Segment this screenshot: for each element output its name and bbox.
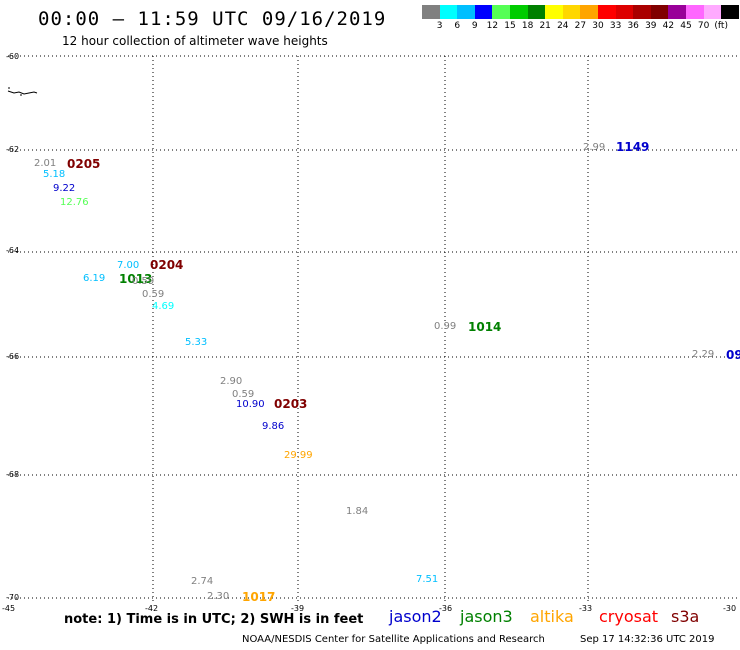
legend-swatch bbox=[562, 5, 581, 19]
legend-swatch bbox=[492, 5, 510, 19]
pass-time-label: 1014 bbox=[468, 320, 502, 334]
color-legend-labels: 3 6 9 12 15 18 21 24 27 30 33 36 39 42 45 70 (ft) bbox=[422, 21, 740, 33]
y-axis-label: -60 bbox=[6, 52, 20, 61]
legend-label: 70 bbox=[697, 21, 710, 31]
legend-label: (ft) bbox=[714, 21, 728, 31]
legend-label: 45 bbox=[680, 21, 692, 31]
wave-height-value: 2.74 bbox=[191, 576, 214, 587]
y-axis-label: -66 bbox=[6, 352, 20, 361]
wave-height-value: 6.19 bbox=[83, 273, 106, 284]
credit-text: NOAA/NESDIS Center for Satellite Applica… bbox=[242, 634, 545, 645]
x-axis-label: -39 bbox=[291, 604, 305, 613]
y-axis-label: -64 bbox=[6, 246, 20, 255]
wave-height-value: 5.18 bbox=[43, 169, 66, 180]
coastline-dots bbox=[8, 87, 22, 96]
wave-height-value: 2.30 bbox=[207, 591, 230, 602]
legend-label: 30 bbox=[592, 21, 604, 31]
satellite-legend-cryosat: cryosat bbox=[599, 607, 659, 626]
satellite-legend-jason2: jason2 bbox=[389, 607, 442, 626]
legend-swatch bbox=[474, 5, 493, 19]
legend-label: 42 bbox=[662, 21, 675, 31]
satellite-legend-s3a: s3a bbox=[671, 607, 700, 626]
y-axis-label: -68 bbox=[6, 470, 20, 479]
legend-swatch bbox=[597, 5, 616, 19]
pass-time-label: 0203 bbox=[274, 397, 308, 411]
wave-height-value: 9.86 bbox=[262, 421, 285, 432]
wave-height-value: 1.84 bbox=[346, 506, 369, 517]
legend-swatch bbox=[615, 5, 634, 19]
legend-swatch bbox=[703, 5, 722, 19]
wave-height-value: 2.29 bbox=[692, 349, 715, 360]
satellite-legend-jason3: jason3 bbox=[460, 607, 513, 626]
legend-swatch bbox=[457, 5, 475, 19]
coastline-path bbox=[7, 90, 38, 95]
pass-time-label: 09 bbox=[726, 348, 740, 362]
x-axis-label: -45 bbox=[2, 604, 16, 613]
wave-height-value: 0.59 bbox=[142, 289, 165, 300]
y-axis-label: -62 bbox=[6, 145, 20, 154]
x-axis-label: -42 bbox=[145, 604, 159, 613]
wave-height-value: 10.90 bbox=[236, 399, 265, 410]
wave-height-value: 0.59 bbox=[132, 276, 155, 287]
wave-height-value: 7.00 bbox=[117, 260, 140, 271]
wave-height-value: 12.76 bbox=[60, 197, 89, 208]
legend-swatch bbox=[509, 5, 528, 19]
color-legend bbox=[422, 5, 739, 19]
wave-height-value: 2.99 bbox=[583, 142, 606, 153]
wave-height-value: 9.22 bbox=[53, 183, 76, 194]
wave-height-value: 0.59 bbox=[232, 389, 255, 400]
legend-swatch bbox=[545, 5, 563, 19]
pass-time-label: 1013 bbox=[119, 272, 153, 286]
map-title: 00:00 – 11:59 UTC 09/16/2019 bbox=[38, 8, 387, 30]
wave-height-value: 4.69 bbox=[152, 301, 175, 312]
y-axis-label: -70 bbox=[6, 593, 20, 602]
legend-label: 18 bbox=[521, 21, 534, 31]
legend-label: 21 bbox=[539, 21, 551, 31]
wave-height-value: 0.99 bbox=[434, 321, 457, 332]
legend-label: 24 bbox=[557, 21, 569, 31]
wave-height-value: 2.01 bbox=[34, 158, 57, 169]
legend-label: 15 bbox=[504, 21, 516, 31]
units-note: note: 1) Time is in UTC; 2) SWH is in fe… bbox=[64, 612, 364, 627]
wave-height-value: 2.90 bbox=[220, 376, 243, 387]
legend-swatch bbox=[721, 5, 739, 19]
legend-swatch bbox=[439, 5, 458, 19]
wave-height-value: 5.33 bbox=[185, 337, 208, 348]
grid-lines bbox=[8, 55, 740, 604]
legend-swatch bbox=[685, 5, 704, 19]
legend-label: 12 bbox=[486, 21, 499, 31]
legend-label: 33 bbox=[609, 21, 622, 31]
legend-label: 9 bbox=[471, 21, 478, 31]
legend-swatch bbox=[650, 5, 669, 19]
x-axis-label: -36 bbox=[439, 604, 453, 613]
generation-timestamp: Sep 17 14:32:36 UTC 2019 bbox=[580, 634, 715, 645]
pass-time-label: 0204 bbox=[150, 258, 184, 272]
legend-swatch bbox=[668, 5, 686, 19]
legend-label: 39 bbox=[645, 21, 657, 31]
legend-label: 6 bbox=[454, 21, 461, 31]
pass-time-label: 1149 bbox=[616, 140, 650, 154]
legend-swatch bbox=[580, 5, 598, 19]
pass-time-label: 1017 bbox=[242, 590, 276, 604]
legend-swatch bbox=[527, 5, 546, 19]
satellite-legend-altika: altika bbox=[530, 607, 574, 626]
pass-time-label: 0205 bbox=[67, 157, 101, 171]
legend-swatch bbox=[422, 5, 440, 19]
legend-swatch bbox=[633, 5, 651, 19]
coastline-fragment bbox=[7, 87, 38, 96]
map-subtitle: 12 hour collection of altimeter wave hei… bbox=[62, 34, 328, 48]
x-axis-label: -30 bbox=[723, 604, 737, 613]
legend-label: 36 bbox=[627, 21, 639, 31]
legend-label: 27 bbox=[574, 21, 587, 31]
wave-height-value: 7.51 bbox=[416, 574, 439, 585]
legend-label: 3 bbox=[436, 21, 443, 31]
wave-height-value: 29.99 bbox=[284, 450, 313, 461]
x-axis-label: -33 bbox=[579, 604, 593, 613]
